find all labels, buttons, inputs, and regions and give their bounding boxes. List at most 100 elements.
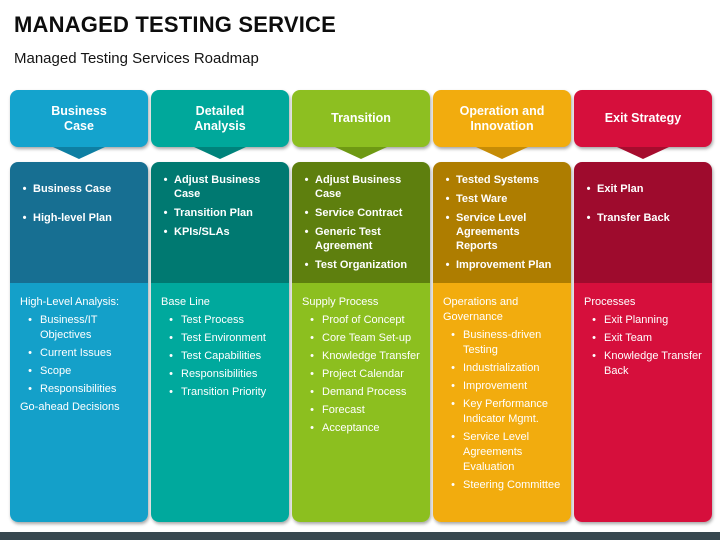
list-item: • Scope [20, 364, 142, 379]
column-transition: Transition • Adjust Business Case • Service … [292, 90, 430, 522]
bullet-icon: • [169, 350, 173, 362]
column-body: • Adjust Business Case • Transition Plan • KP… [151, 162, 289, 522]
list-item-text: Exit Plan [597, 183, 644, 195]
column-bottom-section: Processes • Exit Planning • Exit Team • Knowle… [574, 283, 712, 522]
bullet-icon: • [304, 207, 309, 219]
list-item: • Test Capabilities [161, 349, 283, 364]
bullet-icon: • [451, 380, 455, 392]
bullet-icon: • [310, 404, 314, 416]
list-item-text: Generic Test Agreement [315, 226, 381, 252]
list-item-text: Tested Systems [456, 174, 539, 186]
bullet-icon: • [169, 332, 173, 344]
column-bottom-section: Base Line • Test Process • Test Environment •… [151, 283, 289, 522]
list-item: • Knowledge Transfer [302, 349, 424, 364]
list-item: • Forecast [302, 403, 424, 418]
bullet-icon: • [586, 183, 591, 195]
list-item: • Core Team Set-up [302, 331, 424, 346]
list-item: • High-level Plan [16, 211, 140, 225]
list-item-text: Responsibilities [40, 383, 117, 395]
bullet-icon: • [28, 314, 32, 326]
bullet-icon: • [22, 183, 27, 195]
column-header-tab: Operation and Innovation [433, 90, 571, 159]
bullet-icon: • [28, 365, 32, 377]
column-business-case: Business Case • Business Case • High-level P… [10, 90, 148, 522]
list-item: • Test Organization [298, 258, 422, 272]
column-operation-and-innovation: Operation and Innovation • Tested Systems •… [433, 90, 571, 522]
column-bottom-section: Supply Process • Proof of Concept • Core Tea… [292, 283, 430, 522]
column-top-section: • Tested Systems • Test Ware • Service Level … [433, 162, 571, 283]
list-item-text: Business Case [33, 183, 112, 195]
list-item: • Demand Process [302, 385, 424, 400]
bullet-icon: • [310, 386, 314, 398]
bullet-icon: • [28, 347, 32, 359]
bullet-icon: • [586, 212, 591, 224]
bullet-icon: • [304, 259, 309, 271]
column-header-tab: Business Case [10, 90, 148, 159]
bullet-icon: • [445, 212, 450, 224]
list-item-text: Knowledge Transfer [322, 350, 420, 362]
list-item-text: Transition Priority [181, 386, 267, 398]
list-item: • Knowledge Transfer Back [584, 349, 706, 379]
page-title: MANAGED TESTING SERVICE [14, 12, 337, 37]
list-item: • Adjust Business Case [157, 173, 281, 201]
list-item-text: Steering Committee [463, 479, 561, 491]
list-item: • Service Level Agreements Evaluation [443, 430, 565, 475]
section-heading: High-Level Analysis: [20, 296, 120, 308]
bullet-icon: • [163, 174, 168, 186]
list-item: • Responsibilities [20, 382, 142, 397]
list-item: • Test Process [161, 313, 283, 328]
bullet-icon: • [310, 350, 314, 362]
column-header-tab: Exit Strategy [574, 90, 712, 159]
list-item: • Exit Planning [584, 313, 706, 328]
list-item: • Service Contract [298, 206, 422, 220]
list-item: • Industrialization [443, 361, 565, 376]
column-top-section: • Business Case • High-level Plan [10, 162, 148, 283]
list-item: • Test Environment [161, 331, 283, 346]
list-item: • Acceptance [302, 421, 424, 436]
list-item-text: Test Capabilities [181, 350, 262, 362]
bullet-icon: • [592, 314, 596, 326]
list-item: • Business/IT Objectives [20, 313, 142, 343]
list-item-text: Transition Plan [174, 207, 253, 219]
list-item-text: High-level Plan [33, 212, 112, 224]
page-subtitle: Managed Testing Services Roadmap [14, 50, 259, 67]
list-item: • Generic Test Agreement [298, 225, 422, 253]
bullet-icon: • [592, 350, 596, 362]
bullet-icon: • [163, 207, 168, 219]
list-item: • Proof of Concept [302, 313, 424, 328]
list-item: • Improvement [443, 379, 565, 394]
list-item-text: Core Team Set-up [322, 332, 412, 344]
bullet-icon: • [169, 314, 173, 326]
list-item: • Key Performance Indicator Mgmt. [443, 397, 565, 427]
list-item-text: Key Performance Indicator Mgmt. [463, 398, 548, 425]
list-item-text: Exit Team [604, 332, 653, 344]
list-item-text: Adjust Business Case [174, 174, 261, 200]
list-item-text: Acceptance [322, 422, 380, 434]
chevron-down-icon [476, 147, 528, 159]
list-item: • Test Ware [439, 192, 563, 206]
list-item-text: Test Process [181, 314, 244, 326]
bullet-icon: • [310, 422, 314, 434]
column-body: • Adjust Business Case • Service Contract • G… [292, 162, 430, 522]
list-item-text: Scope [40, 365, 72, 377]
bullet-icon: • [169, 368, 173, 380]
bullet-icon: • [445, 193, 450, 205]
list-item-text: Improvement [463, 380, 528, 392]
list-item-text: Test Environment [181, 332, 266, 344]
chevron-down-icon [194, 147, 246, 159]
list-item: • Service Level Agreements Reports [439, 211, 563, 253]
list-item-text: Test Organization [315, 259, 408, 271]
list-item: • Project Calendar [302, 367, 424, 382]
list-item: • Business-driven Testing [443, 328, 565, 358]
column-header-label: Business Case [51, 103, 107, 133]
bullet-icon: • [304, 174, 309, 186]
list-item-text: Responsibilities [181, 368, 258, 380]
list-item: • Exit Team [584, 331, 706, 346]
column-bottom-section: High-Level Analysis: • Business/IT Objecti… [10, 283, 148, 522]
column-exit-strategy: Exit Strategy • Exit Plan • Transfer Back Pro… [574, 90, 712, 522]
bullet-icon: • [451, 398, 455, 410]
list-item: • Improvement Plan [439, 258, 563, 272]
list-item-text: KPIs/SLAs [174, 226, 230, 238]
bullet-icon: • [22, 212, 27, 224]
